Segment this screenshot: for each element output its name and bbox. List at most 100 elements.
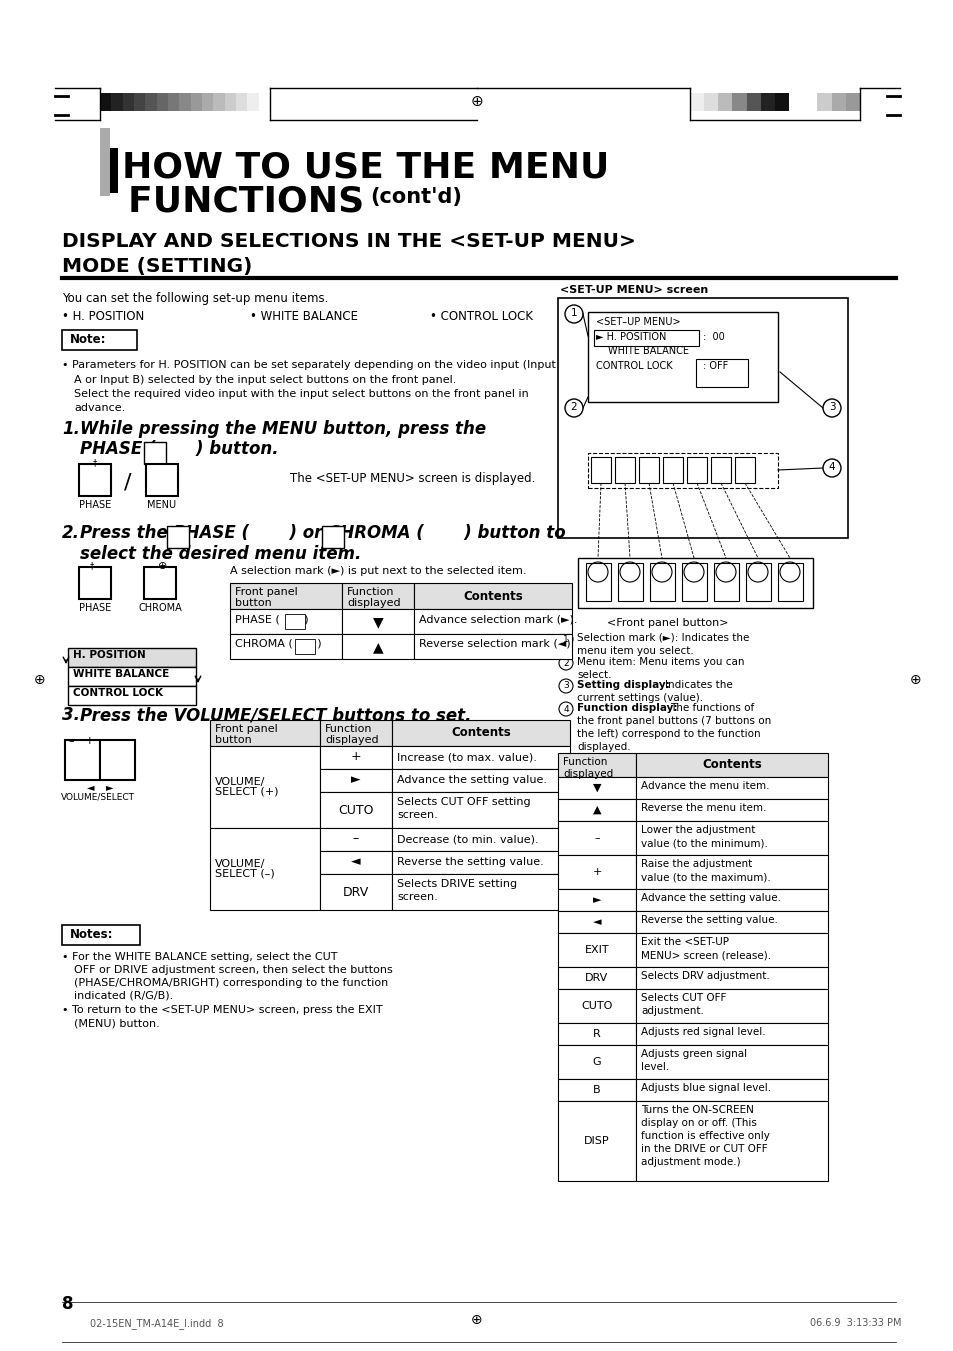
Text: menu item you select.: menu item you select. [577, 646, 693, 657]
Bar [319, 851, 392, 874]
Text: †: † [90, 561, 94, 570]
Text: VOLUME/: VOLUME/ [214, 859, 265, 869]
Bar [341, 609, 414, 634]
Text: Function display:: Function display: [577, 703, 680, 713]
Bar [558, 989, 636, 1023]
Text: R: R [593, 1029, 600, 1039]
Bar [100, 740, 135, 780]
Text: Front panel: Front panel [214, 724, 277, 734]
Bar [68, 648, 195, 667]
Text: Turns the ON-SCREEN: Turns the ON-SCREEN [640, 1105, 753, 1115]
Text: You can set the following set-up menu items.: You can set the following set-up menu it… [62, 292, 328, 305]
Bar [636, 1023, 827, 1046]
Bar [79, 463, 111, 496]
Text: G: G [592, 1056, 600, 1067]
Text: Advance selection mark (►).: Advance selection mark (►). [418, 613, 577, 624]
Bar [156, 93, 169, 111]
Bar [760, 93, 775, 111]
Bar [202, 93, 213, 111]
Bar [558, 934, 636, 967]
Text: indicated (R/G/B).: indicated (R/G/B). [74, 992, 173, 1001]
Bar [558, 821, 636, 855]
Bar [558, 889, 636, 911]
Text: H. POSITION: H. POSITION [73, 650, 146, 661]
Bar [144, 442, 166, 463]
Bar [618, 563, 642, 601]
Bar [319, 874, 392, 911]
Bar [636, 1046, 827, 1079]
Text: FUNCTIONS: FUNCTIONS [128, 184, 376, 218]
Text: SELECT (+): SELECT (+) [214, 788, 278, 797]
Bar [713, 563, 739, 601]
Text: function is effective only: function is effective only [640, 1131, 769, 1142]
Text: button: button [234, 598, 272, 608]
Bar [210, 828, 319, 911]
Bar [319, 792, 392, 828]
Bar [414, 584, 572, 609]
Bar [392, 828, 569, 851]
Text: PHASE: PHASE [79, 500, 111, 509]
Bar [112, 93, 123, 111]
Text: Menu item: Menu items you can: Menu item: Menu items you can [577, 657, 743, 667]
Bar [636, 1079, 827, 1101]
Text: SELECT (–): SELECT (–) [214, 869, 274, 880]
Text: Contents: Contents [451, 727, 511, 739]
Text: select the desired menu item.: select the desired menu item. [80, 544, 361, 563]
Text: ◄: ◄ [351, 855, 360, 869]
Text: HOW TO USE THE MENU: HOW TO USE THE MENU [122, 150, 609, 184]
Text: DRV: DRV [342, 885, 369, 898]
Text: ▼: ▼ [373, 615, 383, 630]
Bar [636, 967, 827, 989]
Bar [319, 828, 392, 851]
Bar [319, 746, 392, 769]
Text: Adjusts green signal: Adjusts green signal [640, 1048, 746, 1059]
Bar [191, 93, 202, 111]
Text: ⊕: ⊕ [158, 561, 168, 571]
Bar [341, 634, 414, 659]
Text: CUTO: CUTO [580, 1001, 612, 1011]
Text: Setting display:: Setting display: [577, 680, 673, 690]
Text: Advance the menu item.: Advance the menu item. [640, 781, 769, 790]
Text: 2.: 2. [62, 524, 80, 542]
Bar [558, 753, 636, 777]
Text: Press the VOLUME/SELECT buttons to set.: Press the VOLUME/SELECT buttons to set. [80, 707, 471, 724]
Text: • CONTROL LOCK: • CONTROL LOCK [430, 309, 533, 323]
Bar [247, 93, 259, 111]
Text: –: – [594, 834, 599, 843]
Text: Raise the adjustment: Raise the adjustment [640, 859, 752, 869]
Bar [696, 359, 747, 386]
Bar [587, 453, 778, 488]
Bar [123, 93, 134, 111]
Text: A or Input B) selected by the input select buttons on the front panel.: A or Input B) selected by the input sele… [74, 376, 456, 385]
Text: • To return to the <SET-UP MENU> screen, press the EXIT: • To return to the <SET-UP MENU> screen,… [62, 1005, 382, 1015]
Bar [636, 1101, 827, 1181]
Bar [319, 720, 392, 746]
Bar [681, 563, 706, 601]
Bar [392, 792, 569, 828]
Bar [788, 93, 803, 111]
Text: 3.: 3. [62, 707, 80, 724]
Bar [636, 934, 827, 967]
Text: • For the WHITE BALANCE setting, select the CUT: • For the WHITE BALANCE setting, select … [62, 952, 337, 962]
Text: displayed: displayed [347, 598, 400, 608]
Text: 2: 2 [562, 658, 568, 667]
Bar [62, 330, 137, 350]
Text: The <SET-UP MENU> screen is displayed.: The <SET-UP MENU> screen is displayed. [290, 471, 535, 485]
Text: the left) correspond to the function: the left) correspond to the function [577, 730, 760, 739]
Text: PHASE (       ): PHASE ( ) [234, 613, 309, 624]
Bar [79, 567, 111, 598]
Text: Function
displayed: Function displayed [562, 757, 613, 778]
Bar [235, 93, 248, 111]
Text: PHASE (       ) button.: PHASE ( ) button. [80, 440, 278, 458]
Bar [802, 93, 817, 111]
Text: 3: 3 [828, 403, 835, 412]
Bar [213, 93, 225, 111]
Bar [831, 93, 845, 111]
Text: • Parameters for H. POSITION can be set separately depending on the video input : • Parameters for H. POSITION can be set … [62, 359, 556, 370]
Text: <SET–UP MENU>: <SET–UP MENU> [596, 317, 679, 327]
Text: ⊕: ⊕ [34, 673, 46, 688]
Text: Function: Function [347, 586, 395, 597]
Bar [710, 457, 730, 484]
Bar [558, 1023, 636, 1046]
Text: Contents: Contents [701, 758, 761, 771]
